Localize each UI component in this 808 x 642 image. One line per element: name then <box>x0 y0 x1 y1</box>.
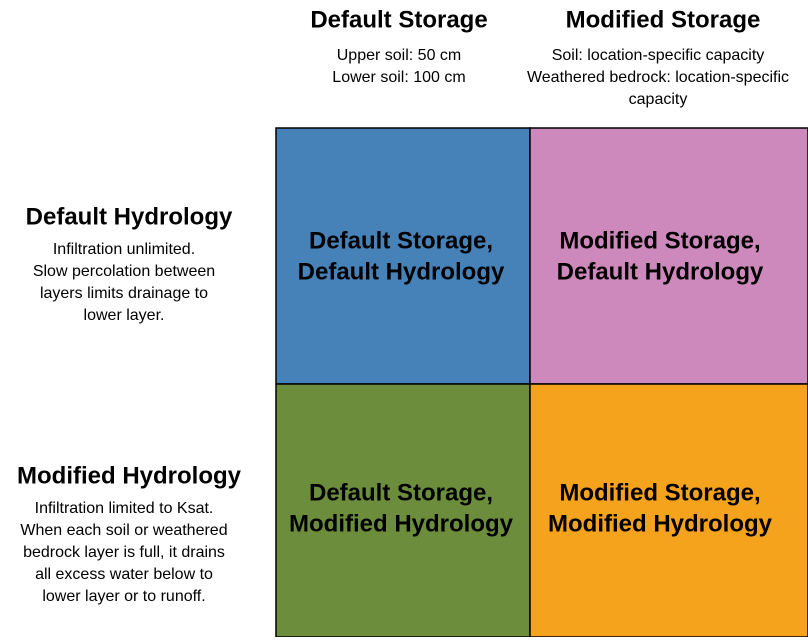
row-note: layers limits drainage to <box>40 285 208 302</box>
cell-label: Modified Hydrology <box>548 510 773 537</box>
cell-label: Default Hydrology <box>557 258 764 285</box>
column-note: Upper soil: 50 cm <box>337 47 462 64</box>
cell-box <box>275 383 531 638</box>
row-title: Default Hydrology <box>26 203 233 230</box>
cell-label: Modified Storage, <box>559 227 760 254</box>
row-note: Infiltration limited to Ksat. <box>35 500 214 517</box>
cell-label: Modified Hydrology <box>289 510 514 537</box>
row-note: lower layer or to runoff. <box>42 588 205 605</box>
cell-box <box>529 127 808 385</box>
column-note: Soil: location-specific capacity <box>552 47 765 64</box>
row-note: all excess water below to <box>35 566 213 583</box>
cell-box <box>275 127 531 385</box>
row-note: Infiltration unlimited. <box>53 241 195 258</box>
row-note: When each soil or weathered <box>20 522 227 539</box>
row-note: Slow percolation between <box>33 263 215 280</box>
cell-label: Default Storage, <box>309 227 493 254</box>
cell-label: Modified Storage, <box>559 479 760 506</box>
column-note: capacity <box>629 91 688 108</box>
row-note: bedrock layer is full, it drains <box>23 544 225 561</box>
row-note: lower layer. <box>84 307 165 324</box>
column-title: Modified Storage <box>566 6 761 33</box>
column-title: Default Storage <box>310 6 487 33</box>
cell-box <box>529 383 808 638</box>
column-note: Weathered bedrock: location-specific <box>527 69 789 86</box>
cell-label: Default Hydrology <box>298 258 505 285</box>
row-title: Modified Hydrology <box>17 462 242 489</box>
cell-label: Default Storage, <box>309 479 493 506</box>
column-note: Lower soil: 100 cm <box>332 69 465 86</box>
